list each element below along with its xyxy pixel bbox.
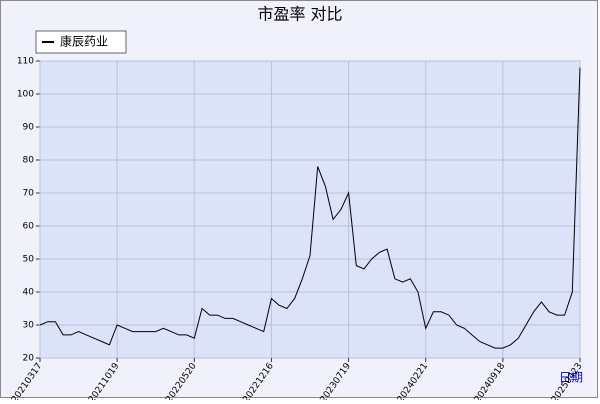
y-tick-label: 60 [23,222,35,232]
y-tick-label: 50 [23,255,35,265]
y-tick-label: 20 [23,354,35,364]
y-tick-label: 70 [23,189,35,199]
data-line [39,67,581,349]
y-tick-label: 100 [17,90,34,100]
plot-area [39,60,581,359]
chart-title: 市盈率 对比 [257,5,342,24]
y-tick-label: 30 [23,321,35,331]
legend-label: 康辰药业 [60,34,108,49]
x-axis-label: 日期 [559,371,583,385]
y-tick-label: 40 [23,288,35,298]
legend-box [35,30,127,54]
y-tick-label: 90 [23,123,35,133]
y-tick-label: 110 [17,57,34,67]
legend: 康辰药业 [35,30,127,54]
y-tick-label: 80 [23,156,35,166]
